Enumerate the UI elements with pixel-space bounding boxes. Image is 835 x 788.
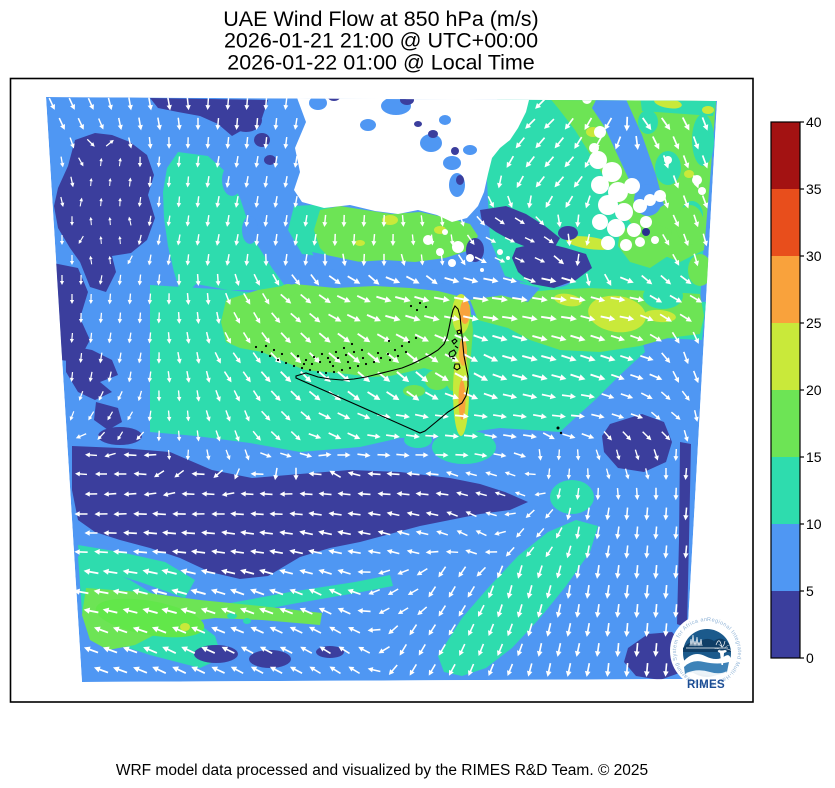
svg-text:40: 40 — [806, 114, 822, 130]
svg-text:30: 30 — [806, 248, 822, 264]
svg-text:UAE Wind Flow at 850 hPa (m/s): UAE Wind Flow at 850 hPa (m/s) — [223, 7, 538, 31]
svg-text:2026-01-21 21:00 @ UTC+00:00: 2026-01-21 21:00 @ UTC+00:00 — [224, 29, 538, 53]
svg-text:35: 35 — [806, 181, 822, 197]
svg-text:15: 15 — [806, 449, 822, 465]
svg-text:2026-01-22 01:00 @ Local Time: 2026-01-22 01:00 @ Local Time — [227, 50, 535, 74]
svg-text:RIMES: RIMES — [687, 679, 725, 691]
svg-text:10: 10 — [806, 516, 822, 532]
svg-text:5: 5 — [806, 583, 814, 599]
svg-text:0: 0 — [806, 650, 814, 666]
svg-text:20: 20 — [806, 382, 822, 398]
svg-text:WRF model data processed and v: WRF model data processed and visualized … — [116, 762, 648, 779]
svg-text:25: 25 — [806, 315, 822, 331]
